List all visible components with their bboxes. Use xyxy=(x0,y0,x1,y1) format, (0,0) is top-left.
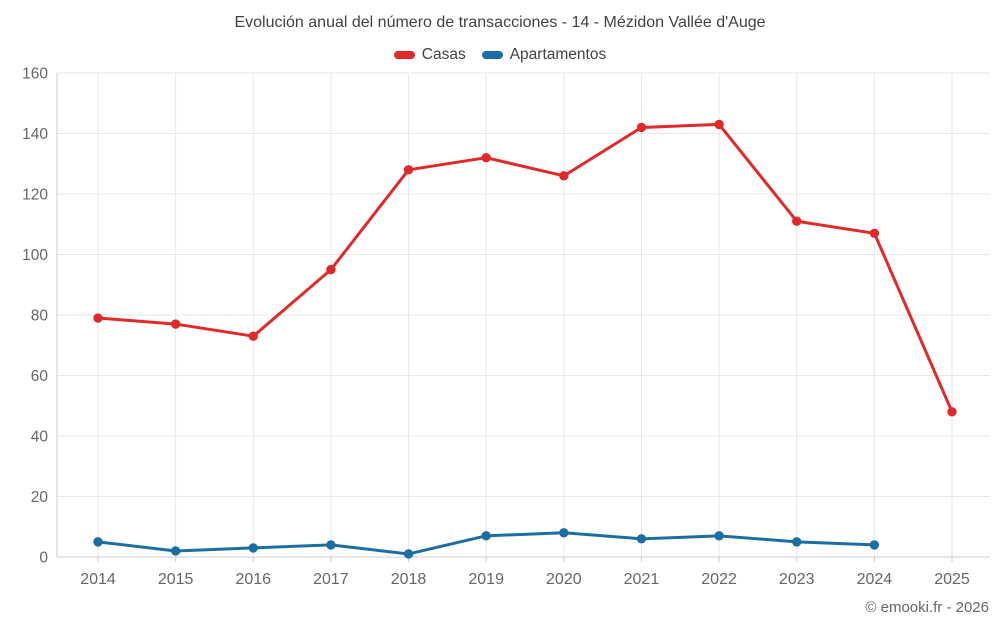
legend-item-apartamentos[interactable]: Apartamentos xyxy=(481,46,607,64)
x-axis-label: 2016 xyxy=(235,571,271,588)
y-axis-label: 140 xyxy=(22,126,48,143)
data-point-apartamentos[interactable] xyxy=(326,540,336,550)
legend-item-casas[interactable]: Casas xyxy=(393,46,466,64)
data-point-apartamentos[interactable] xyxy=(93,537,103,547)
y-axis-label: 100 xyxy=(22,247,48,264)
x-axis-label: 2020 xyxy=(546,571,582,588)
y-axis-label: 40 xyxy=(31,428,49,445)
data-point-apartamentos[interactable] xyxy=(792,537,802,547)
x-axis-label: 2022 xyxy=(701,571,737,588)
data-point-casas[interactable] xyxy=(869,228,880,239)
y-axis-label: 80 xyxy=(31,307,49,324)
data-point-apartamentos[interactable] xyxy=(481,531,491,541)
y-axis-label: 120 xyxy=(22,186,48,203)
data-point-apartamentos[interactable] xyxy=(869,540,880,550)
data-point-apartamentos[interactable] xyxy=(403,549,414,559)
data-point-casas[interactable] xyxy=(792,216,802,226)
data-point-casas[interactable] xyxy=(559,171,569,181)
data-point-casas[interactable] xyxy=(403,165,414,175)
x-axis-label: 2015 xyxy=(158,571,194,588)
legend-swatch-icon xyxy=(393,51,415,59)
data-point-apartamentos[interactable] xyxy=(714,531,724,541)
x-axis-label: 2021 xyxy=(624,571,660,588)
legend-swatch-icon xyxy=(481,51,503,59)
x-axis-label: 2025 xyxy=(934,571,970,588)
chart-title: Evolución anual del número de transaccio… xyxy=(234,14,766,31)
chart-legend: Casas Apartamentos xyxy=(0,46,1000,64)
x-axis-label: 2017 xyxy=(313,571,349,588)
x-axis-label: 2023 xyxy=(779,571,815,588)
y-axis-label: 0 xyxy=(39,549,48,566)
legend-label: Casas xyxy=(421,46,466,63)
series-line-casas xyxy=(96,122,954,414)
data-point-casas[interactable] xyxy=(481,153,491,163)
data-point-casas[interactable] xyxy=(636,122,647,133)
data-point-apartamentos[interactable] xyxy=(170,546,181,556)
data-point-casas[interactable] xyxy=(947,407,957,417)
data-point-casas[interactable] xyxy=(714,119,724,130)
x-axis-label: 2018 xyxy=(391,571,427,588)
data-point-apartamentos[interactable] xyxy=(636,534,647,544)
data-point-casas[interactable] xyxy=(326,264,336,275)
x-axis-label: 2019 xyxy=(468,571,504,588)
copyright-text: © emooki.fr - 2026 xyxy=(865,599,989,616)
data-point-casas[interactable] xyxy=(170,319,181,329)
x-axis-label: 2024 xyxy=(857,571,893,588)
data-point-apartamentos[interactable] xyxy=(559,528,569,538)
y-axis-label: 160 xyxy=(22,65,48,82)
data-point-apartamentos[interactable] xyxy=(248,543,258,553)
x-axis-label: 2014 xyxy=(80,571,116,588)
data-point-casas[interactable] xyxy=(248,331,258,341)
legend-label: Apartamentos xyxy=(509,46,607,63)
y-axis-label: 20 xyxy=(31,489,49,506)
data-point-casas[interactable] xyxy=(93,313,103,323)
y-axis-label: 60 xyxy=(31,368,49,385)
